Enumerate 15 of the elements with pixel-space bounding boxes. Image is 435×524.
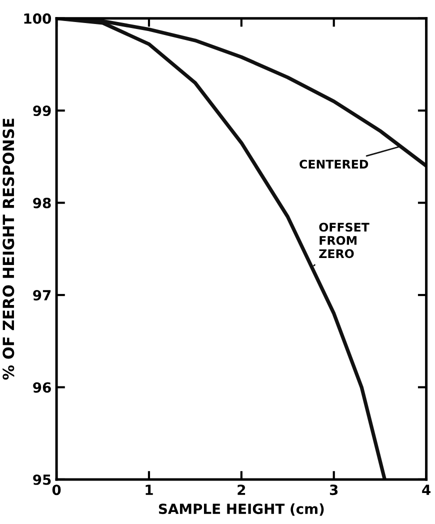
x-tick-label: 4 <box>422 484 430 495</box>
y-tick-label: 100 <box>24 13 52 24</box>
x-tick-label: 1 <box>146 484 153 495</box>
x-tick-label: 3 <box>330 484 338 496</box>
y-tick-label: 96 <box>33 382 51 393</box>
annotation: OFFSET FROM ZERO <box>319 222 370 258</box>
y-tick-label: 98 <box>33 198 51 208</box>
annotation: CENTERED <box>300 160 368 169</box>
y-tick-label: 99 <box>33 106 51 116</box>
y-tick-label: 95 <box>33 474 51 485</box>
y-tick-label: 97 <box>33 290 51 300</box>
x-tick-label: 0 <box>52 484 61 496</box>
x-axis-title: SAMPLE HEIGHT (cm) <box>158 503 324 516</box>
x-tick-label: 2 <box>238 484 246 495</box>
y-axis-title: % OF ZERO HEIGHT RESPONSE <box>2 118 14 380</box>
